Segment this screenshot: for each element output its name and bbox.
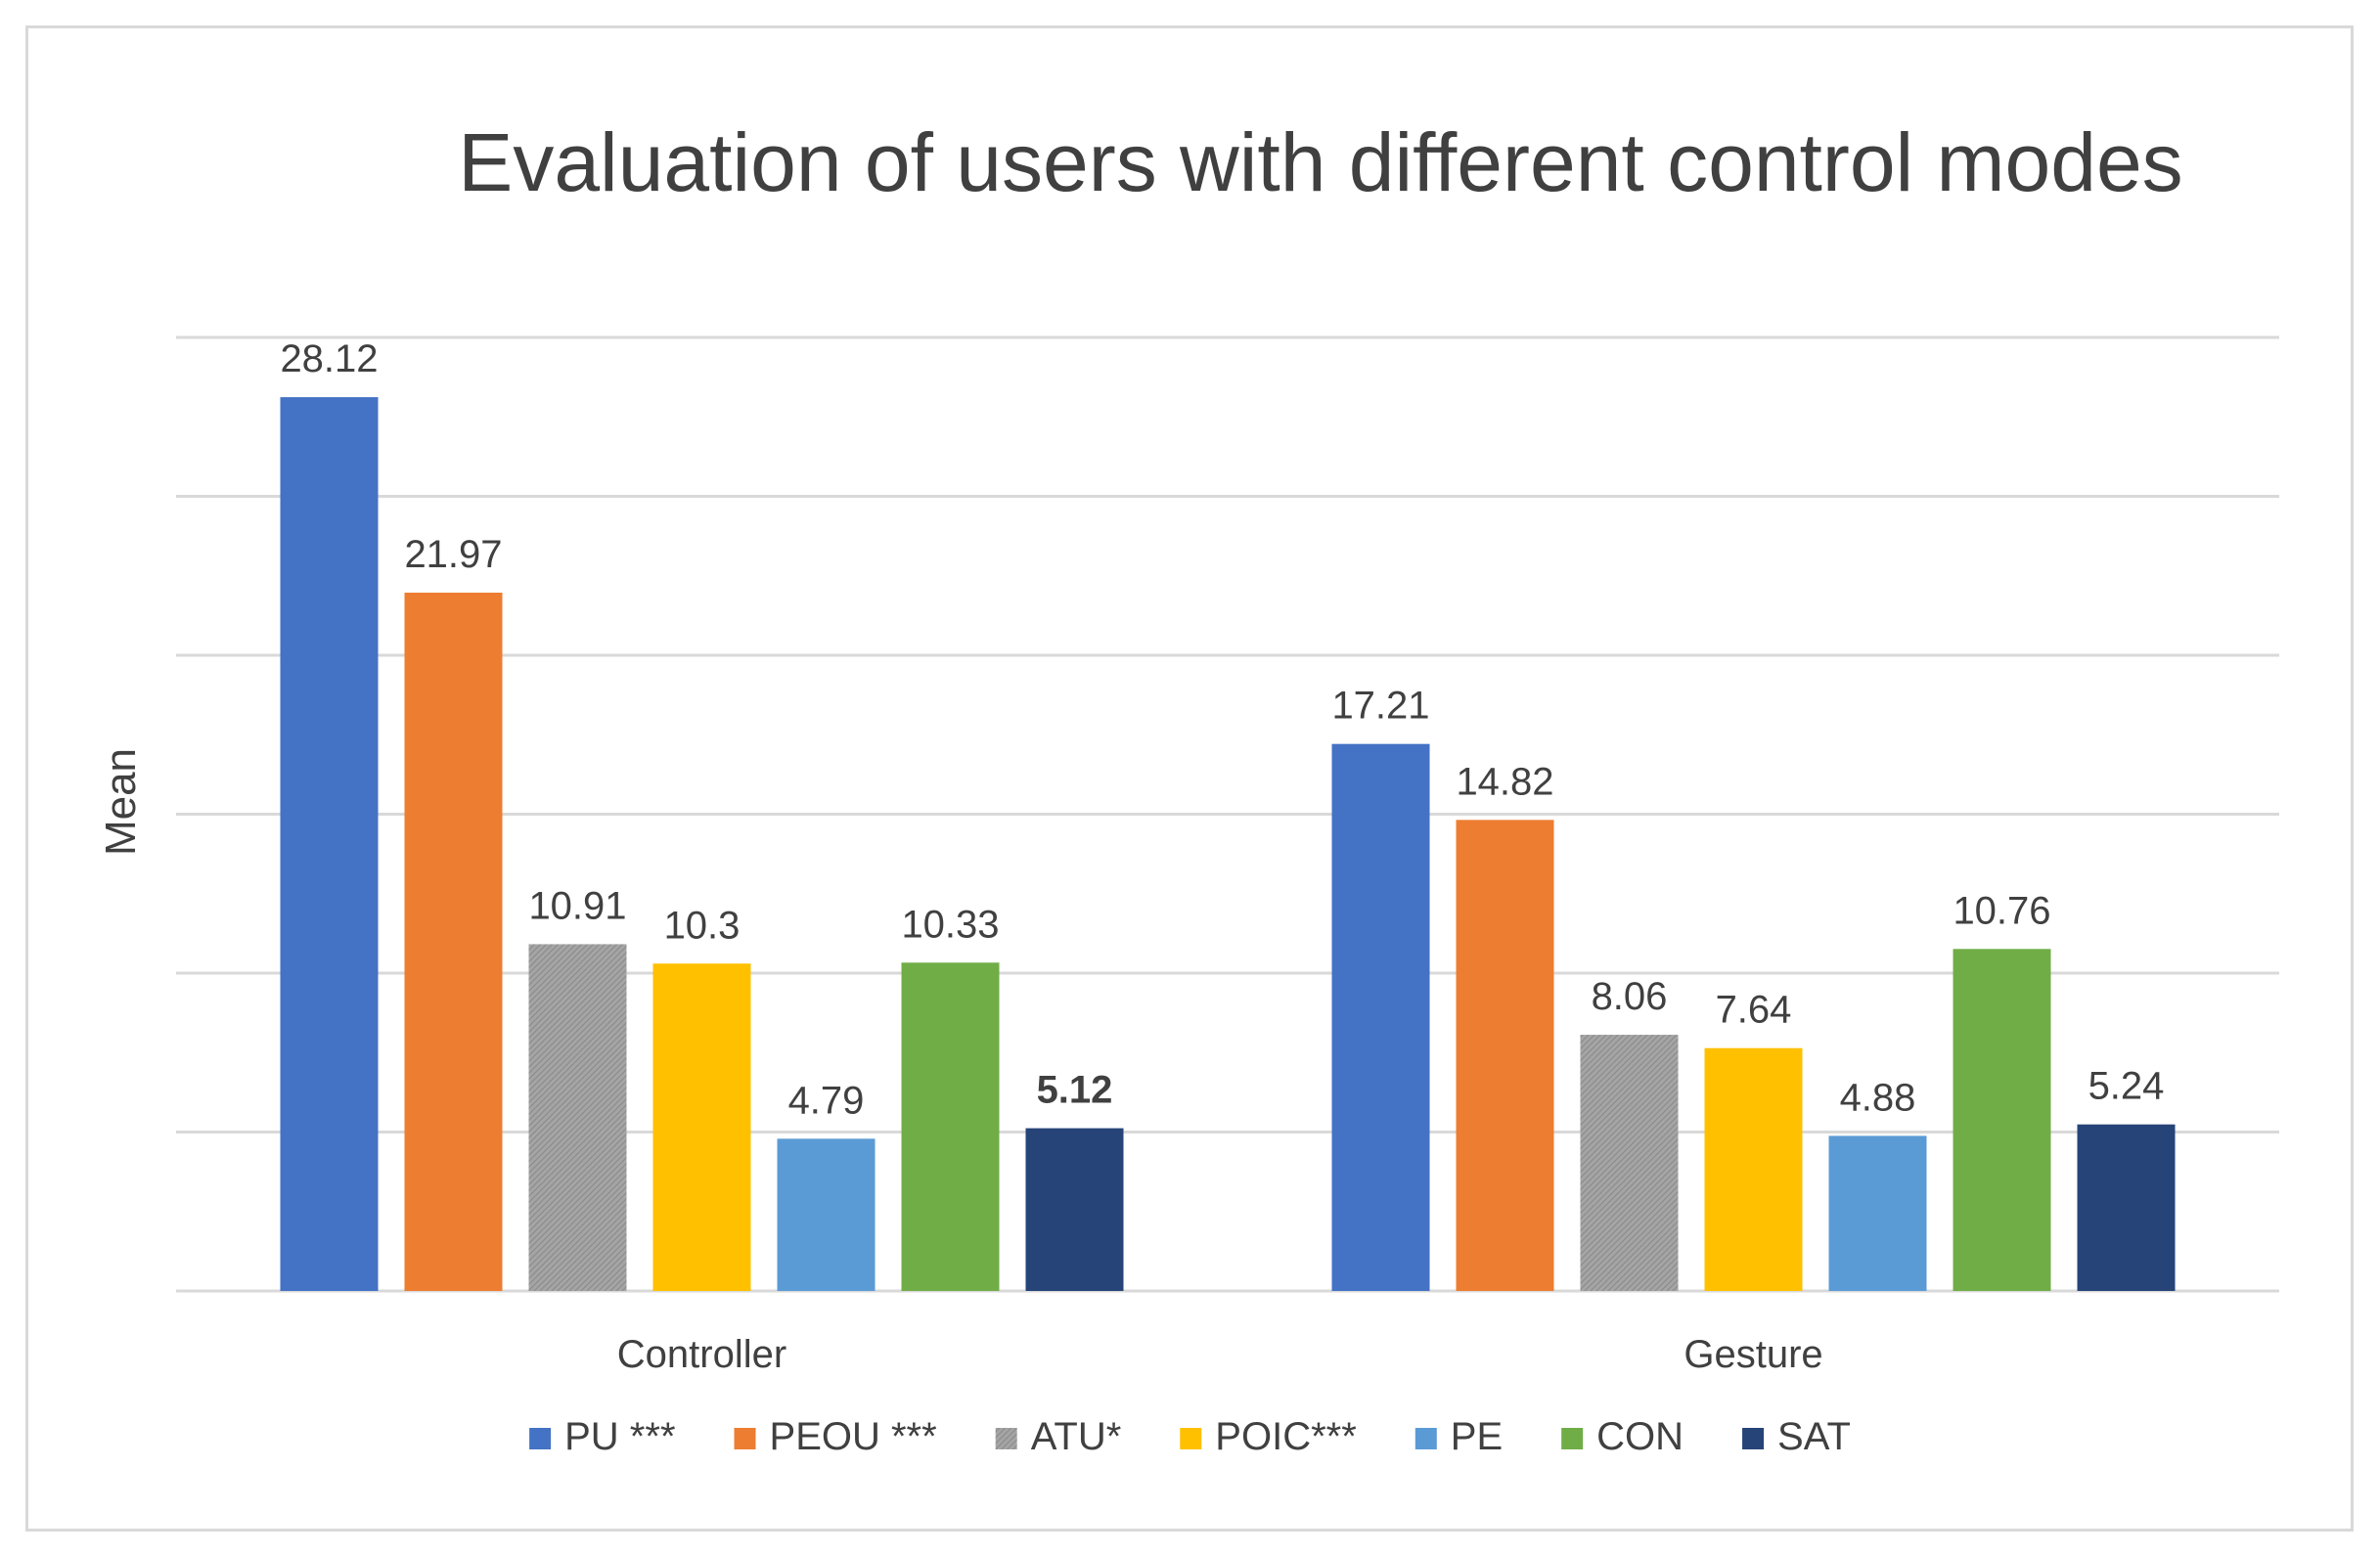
- bar-controller-pe: [777, 1138, 876, 1291]
- data-label: 7.64: [1716, 989, 1792, 1032]
- category-label: Controller: [617, 1333, 786, 1376]
- category-labels: Controller Gesture: [617, 1333, 1823, 1376]
- legend-label: PEOU ***: [770, 1415, 937, 1458]
- data-label: 8.06: [1592, 975, 1668, 1018]
- bar-gesture-con: [1953, 949, 2051, 1291]
- bar-controller-atu: [528, 944, 627, 1291]
- legend-label: ATU*: [1031, 1415, 1122, 1458]
- legend-item: PU ***: [529, 1415, 676, 1458]
- legend-swatch: [1180, 1428, 1202, 1449]
- data-label: 5.12: [1037, 1069, 1113, 1112]
- legend-swatch: [995, 1428, 1017, 1449]
- legend: PU *** PEOU *** ATU* POIC*** PE CON SAT: [529, 1415, 1851, 1458]
- data-label: 21.97: [404, 533, 502, 576]
- legend-item: POIC***: [1180, 1415, 1357, 1458]
- legend-label: PE: [1451, 1415, 1503, 1458]
- bars: [280, 397, 2176, 1292]
- legend-swatch: [1742, 1428, 1765, 1449]
- legend-item: ATU*: [995, 1415, 1122, 1458]
- legend-swatch: [1561, 1428, 1584, 1449]
- legend-label: PU ***: [564, 1415, 675, 1458]
- data-label: 17.21: [1331, 685, 1429, 728]
- bar-controller-con: [901, 962, 1000, 1291]
- gridlines: [176, 335, 2279, 1293]
- bar-gesture-pu: [1331, 743, 1430, 1291]
- legend-swatch: [529, 1428, 552, 1449]
- data-label: 28.12: [280, 337, 378, 380]
- bar-controller-peou: [404, 592, 503, 1291]
- legend-item: SAT: [1742, 1415, 1851, 1458]
- legend-swatch: [734, 1428, 756, 1449]
- bar-controller-sat: [1025, 1128, 1124, 1291]
- data-label: 5.24: [2088, 1065, 2165, 1108]
- data-label: 14.82: [1456, 760, 1553, 803]
- legend-swatch: [1415, 1428, 1437, 1449]
- legend-item: CON: [1561, 1415, 1684, 1458]
- data-label: 4.79: [788, 1079, 865, 1122]
- y-axis-title: Mean: [97, 748, 145, 856]
- legend-label: POIC***: [1215, 1415, 1357, 1458]
- bar-gesture-sat: [2077, 1124, 2176, 1291]
- legend-label: SAT: [1777, 1415, 1851, 1458]
- legend-item: PEOU ***: [734, 1415, 937, 1458]
- legend-item: PE: [1415, 1415, 1503, 1458]
- data-labels: 28.12 21.97 10.91 10.3 4.79 10.33 5.12 17.21 14.…: [280, 337, 2164, 1122]
- bar-gesture-pe: [1828, 1135, 1927, 1291]
- data-label: 4.88: [1840, 1076, 1916, 1119]
- bar-gesture-poic: [1704, 1047, 1803, 1291]
- bar-gesture-atu: [1580, 1035, 1679, 1291]
- data-label: 10.91: [528, 884, 626, 927]
- data-label: 10.3: [664, 904, 741, 947]
- chart-title: Evaluation of users with different contr…: [458, 116, 2182, 208]
- data-label: 10.33: [901, 903, 999, 946]
- category-label: Gesture: [1684, 1333, 1822, 1376]
- legend-label: CON: [1596, 1415, 1684, 1458]
- bar-gesture-peou: [1456, 820, 1554, 1291]
- bar-controller-pu: [280, 397, 379, 1292]
- data-label: 10.76: [1953, 889, 2050, 932]
- bar-controller-poic: [652, 963, 751, 1291]
